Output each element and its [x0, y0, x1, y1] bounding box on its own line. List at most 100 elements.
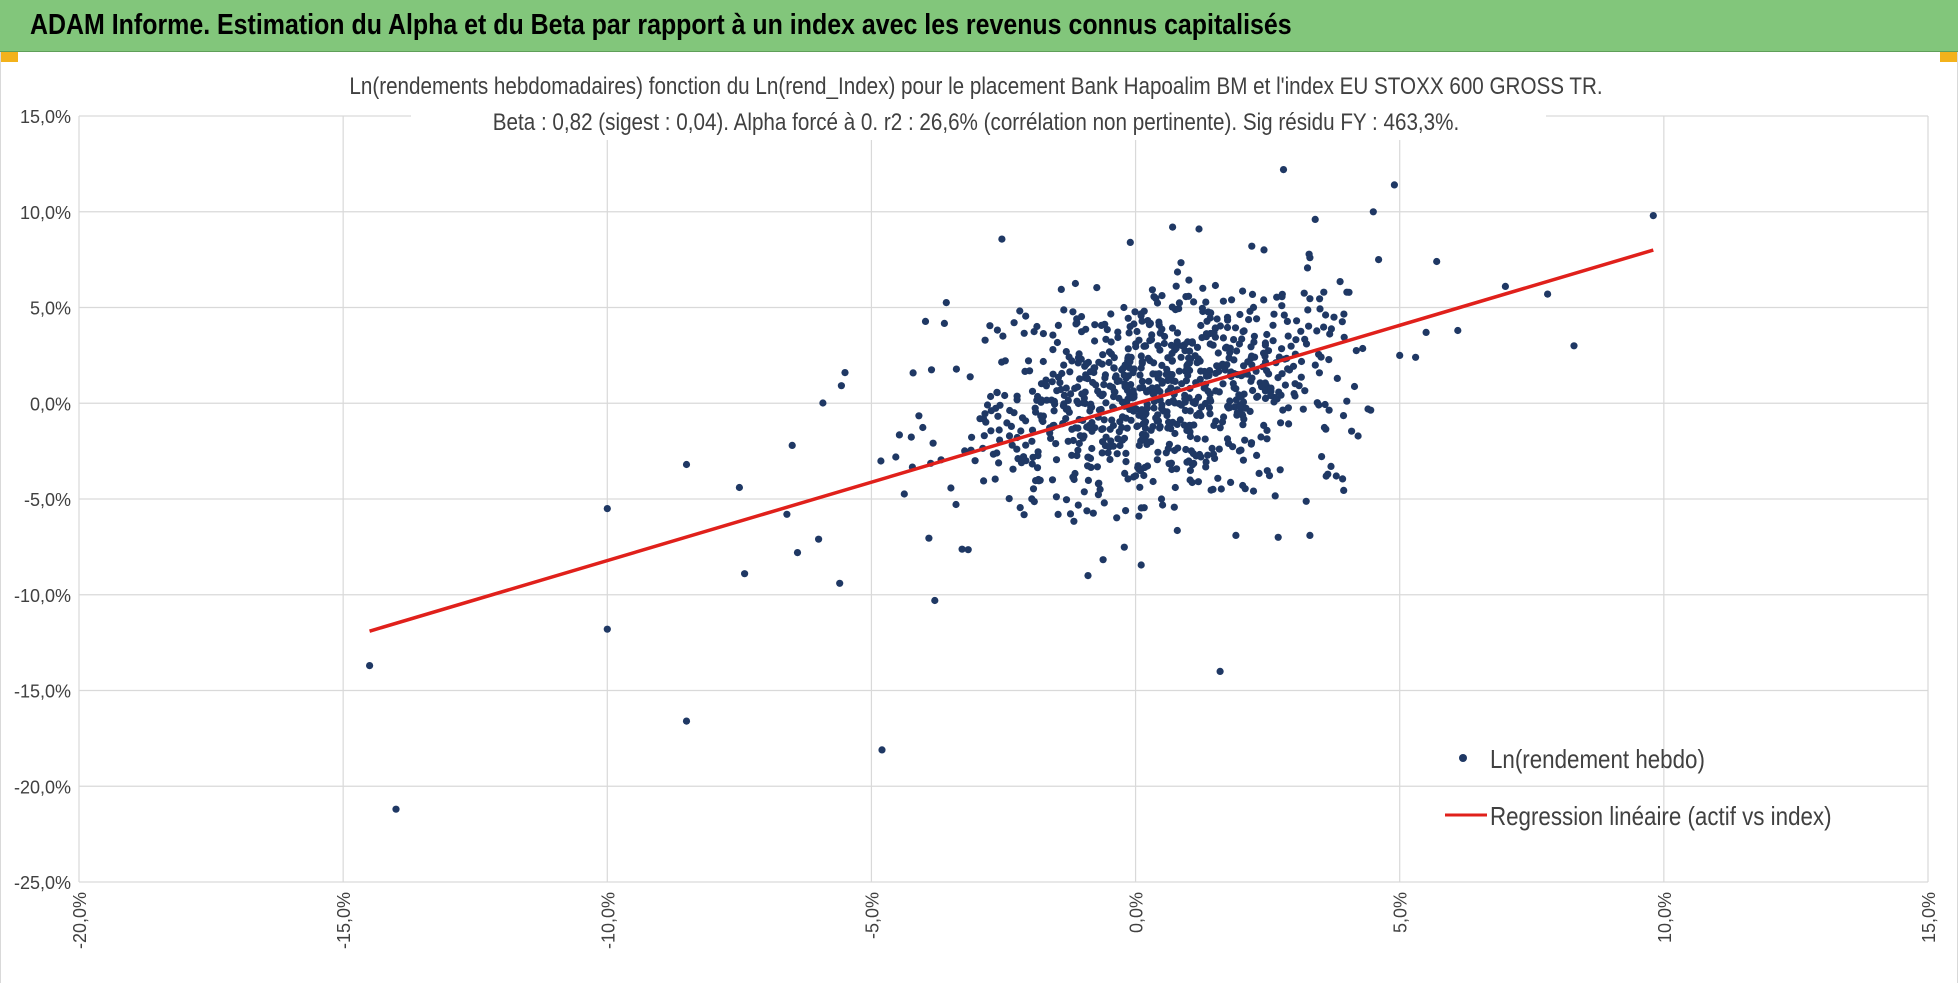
- data-point: [1216, 667, 1224, 676]
- chart-title-bg: [273, 64, 1679, 104]
- data-point: [1285, 366, 1294, 374]
- data-point: [895, 431, 904, 439]
- data-point: [1171, 483, 1179, 492]
- data-point: [1247, 377, 1255, 385]
- data-point: [1168, 465, 1176, 474]
- data-point: [1094, 480, 1102, 488]
- data-point: [1068, 357, 1076, 365]
- data-point: [1159, 407, 1168, 415]
- data-point: [1267, 384, 1275, 392]
- data-point: [1120, 543, 1128, 551]
- data-point: [1187, 422, 1195, 430]
- data-point: [1301, 335, 1309, 343]
- data-point: [1124, 475, 1132, 483]
- data-point: [1316, 295, 1324, 303]
- data-point: [1215, 388, 1223, 396]
- data-point: [1053, 338, 1061, 347]
- data-point: [993, 326, 1002, 334]
- data-point: [603, 625, 611, 633]
- page-title: ADAM Informe. Estimation du Alpha et du …: [30, 9, 1292, 41]
- data-point: [1217, 485, 1225, 493]
- data-point: [1170, 503, 1178, 511]
- data-point: [1340, 486, 1348, 494]
- data-point: [1340, 333, 1348, 341]
- data-point: [981, 336, 989, 344]
- data-point: [1186, 347, 1194, 355]
- data-point: [1199, 307, 1207, 316]
- data-point: [1248, 242, 1256, 250]
- data-point: [1069, 473, 1077, 481]
- data-point: [1396, 351, 1404, 359]
- data-point: [1219, 360, 1227, 368]
- data-point: [1197, 321, 1205, 330]
- data-point: [1028, 495, 1036, 503]
- points-layer: [366, 166, 1657, 813]
- data-point: [1173, 268, 1182, 276]
- data-point: [1153, 299, 1162, 307]
- data-point: [1130, 473, 1138, 481]
- data-point: [1048, 396, 1056, 404]
- data-point: [1257, 433, 1265, 441]
- data-point: [1253, 315, 1261, 323]
- data-point: [1299, 405, 1307, 413]
- data-point: [1120, 434, 1129, 442]
- data-point: [1304, 306, 1312, 314]
- x-tick-label: 10,0%: [1655, 892, 1675, 943]
- data-point: [1069, 308, 1077, 316]
- data-point: [1375, 256, 1383, 264]
- data-point: [1322, 311, 1330, 319]
- data-point: [1028, 387, 1037, 395]
- header-bar: ADAM Informe. Estimation du Alpha et du …: [0, 0, 1958, 52]
- data-point: [1114, 333, 1122, 342]
- y-tick-label: 5,0%: [30, 299, 71, 319]
- data-point: [1186, 466, 1194, 475]
- data-point: [815, 535, 823, 543]
- data-point: [1207, 309, 1215, 317]
- data-point: [1121, 380, 1129, 388]
- chart-subtitle: Beta : 0,82 (sigest : 0,04). Alpha forcé…: [493, 109, 1459, 136]
- data-point: [1059, 402, 1067, 410]
- data-point: [1278, 345, 1286, 353]
- chart-title: Ln(rendements hebdomadaires) fonction du…: [349, 73, 1602, 100]
- data-point: [1230, 336, 1238, 344]
- data-point: [1102, 335, 1110, 343]
- data-point: [1068, 451, 1076, 459]
- data-point: [1050, 407, 1058, 415]
- data-point: [1293, 317, 1301, 325]
- data-point: [1075, 439, 1083, 448]
- data-point: [1175, 299, 1183, 307]
- data-point: [1123, 424, 1131, 432]
- data-point: [1183, 363, 1191, 371]
- data-point: [1102, 433, 1110, 441]
- data-point: [1124, 345, 1132, 353]
- data-point: [991, 475, 999, 483]
- data-point: [1237, 446, 1245, 454]
- data-point: [1100, 381, 1108, 389]
- data-point: [1101, 374, 1109, 382]
- data-point: [1306, 254, 1314, 262]
- data-point: [1145, 377, 1153, 385]
- data-point: [1199, 284, 1207, 292]
- data-point: [1122, 458, 1130, 466]
- data-point: [735, 483, 744, 492]
- data-point: [900, 490, 908, 498]
- data-point: [976, 415, 984, 423]
- data-point: [1019, 453, 1028, 461]
- data-point: [1084, 572, 1092, 580]
- data-point: [1216, 424, 1224, 432]
- data-point: [1203, 372, 1211, 380]
- data-point: [819, 399, 827, 407]
- data-point: [1181, 395, 1190, 404]
- axis-layer: 15,0% 10,0% 5,0% 0,0% -5,0% -10,0% -15,0% -20,0…: [14, 107, 1939, 949]
- data-point: [1106, 425, 1114, 433]
- data-point: [1261, 394, 1270, 402]
- data-point: [964, 546, 972, 554]
- data-point: [793, 549, 802, 557]
- data-point: [1094, 491, 1102, 499]
- data-point: [1221, 344, 1230, 352]
- data-point: [1042, 382, 1050, 390]
- data-point: [1088, 444, 1096, 453]
- data-point: [1126, 238, 1134, 246]
- data-point: [1168, 357, 1176, 365]
- data-point: [1175, 367, 1183, 375]
